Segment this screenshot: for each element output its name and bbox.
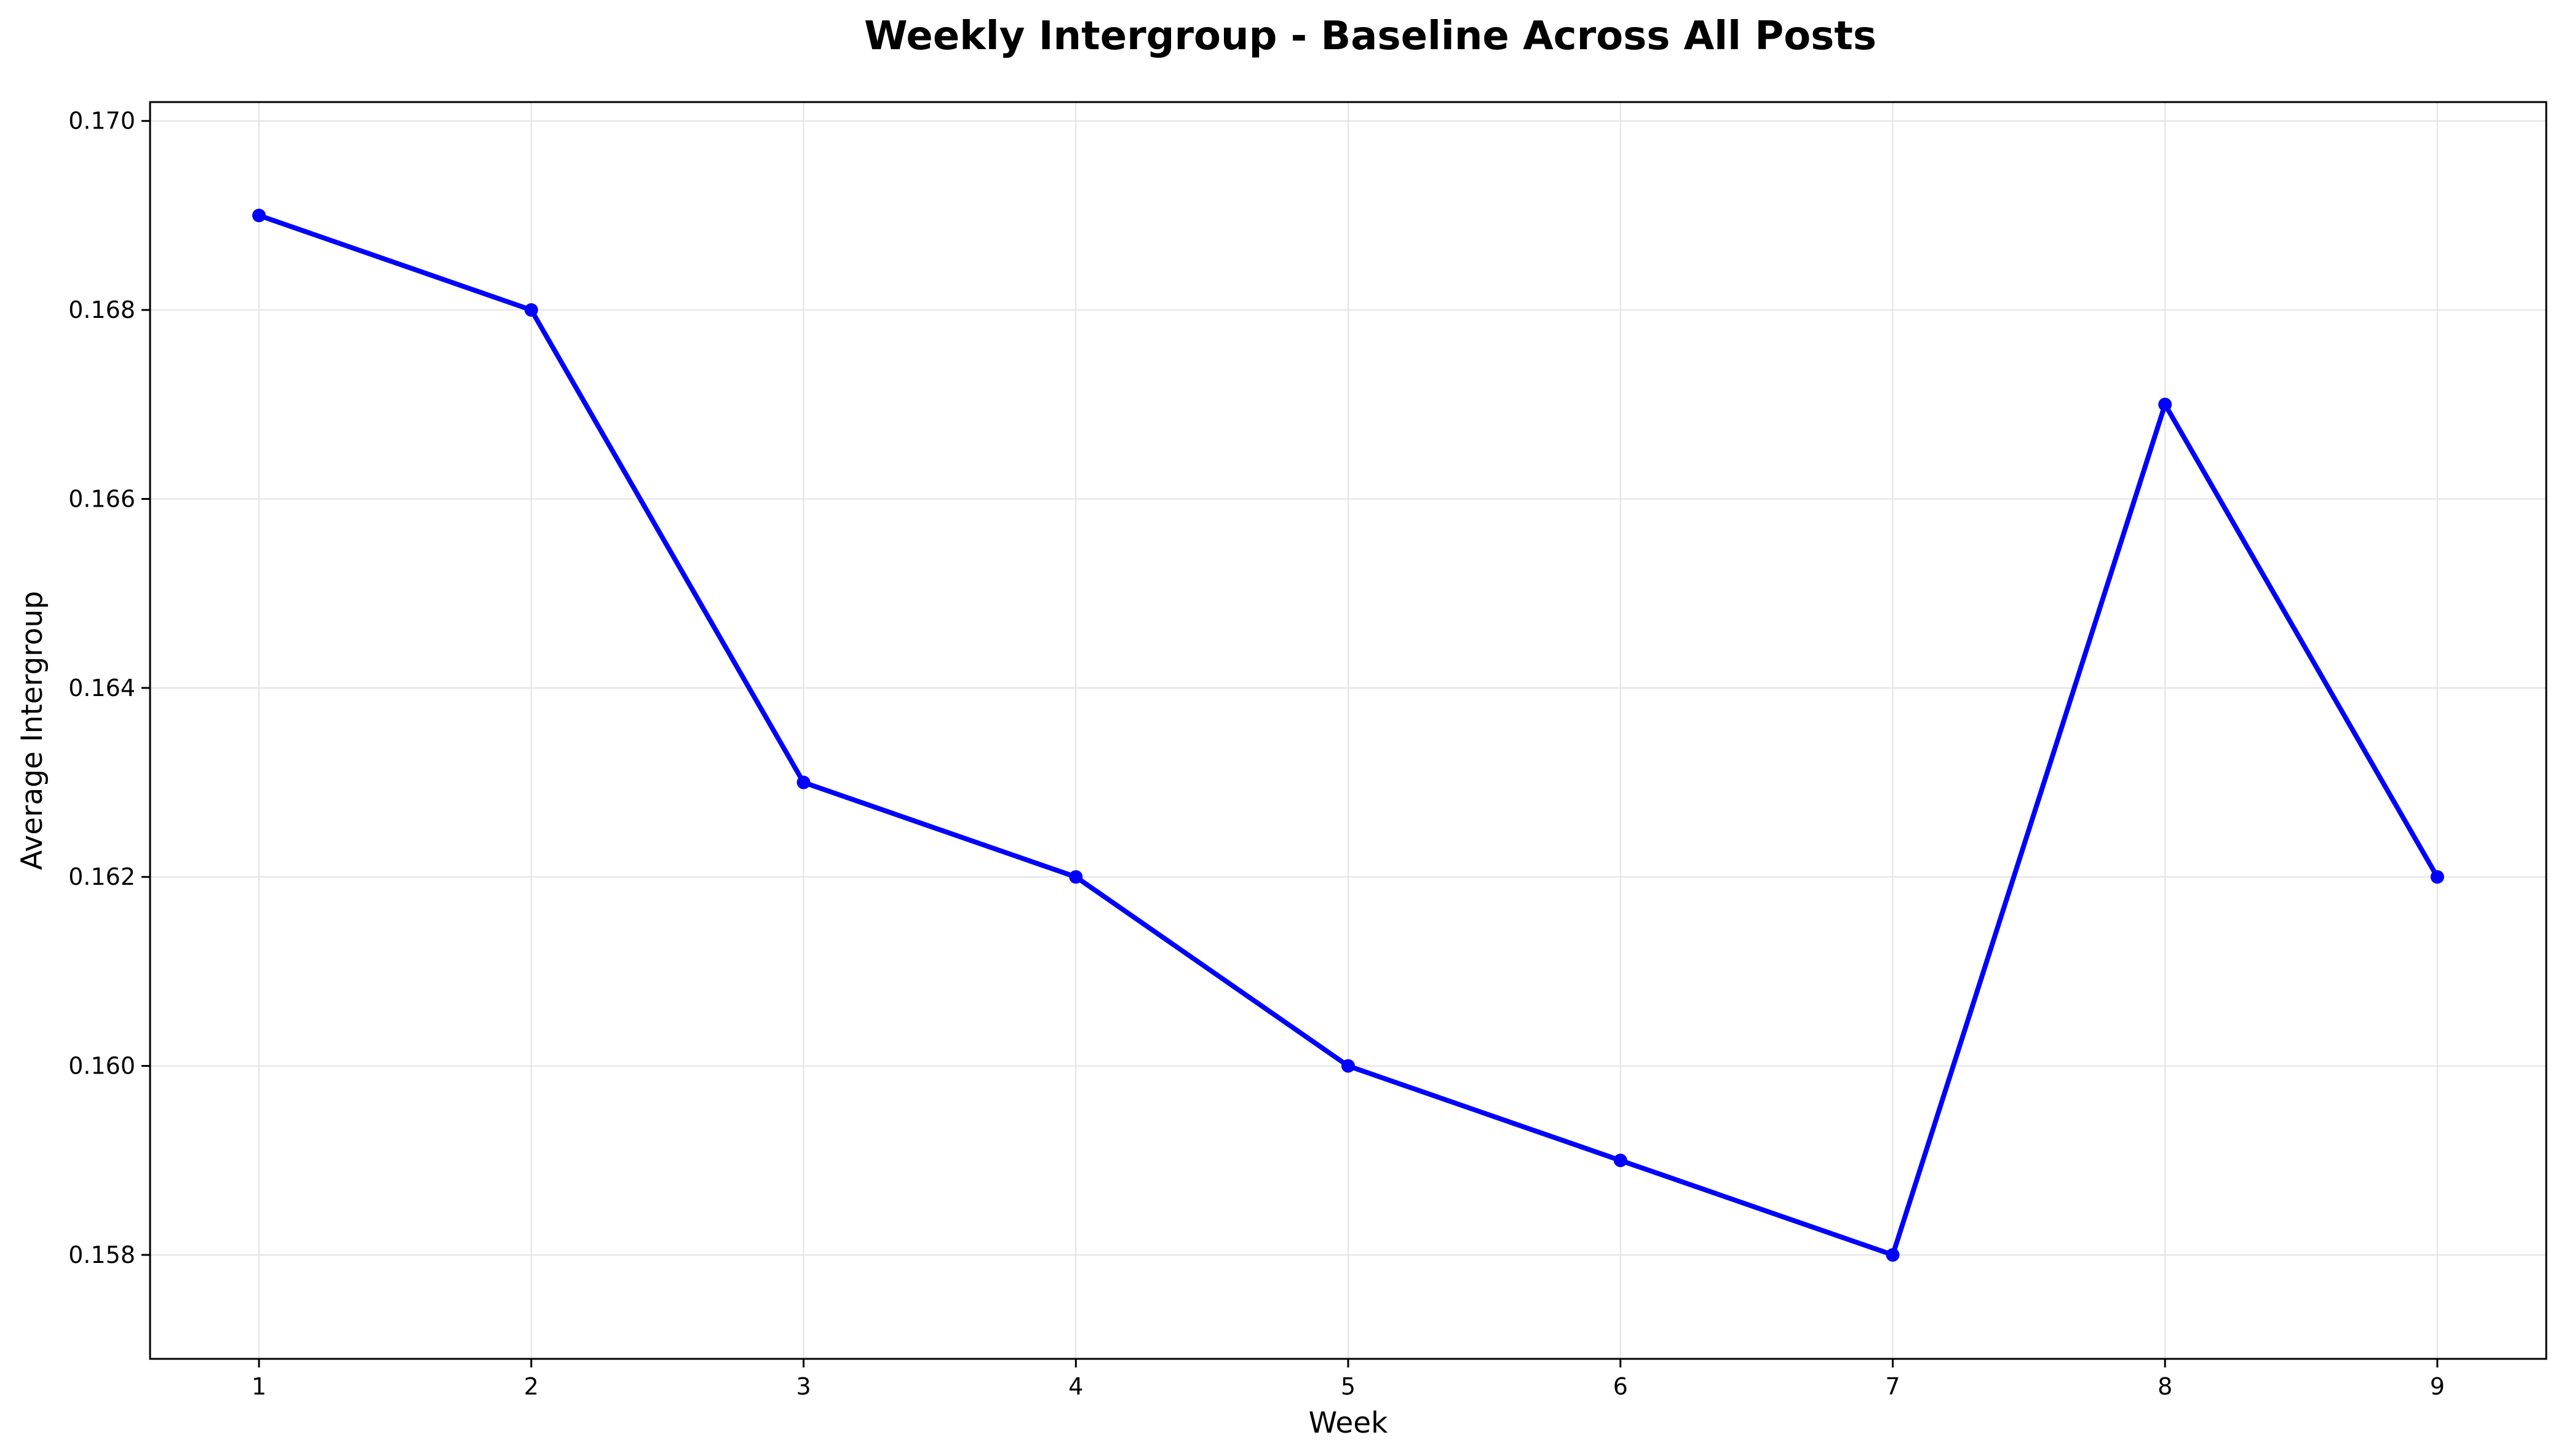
x-tick-label: 2 xyxy=(524,1373,539,1400)
y-axis-label: Average Intergroup xyxy=(15,591,49,870)
y-tick-label: 0.160 xyxy=(68,1053,135,1080)
x-tick-label: 5 xyxy=(1341,1373,1356,1400)
y-tick-label: 0.158 xyxy=(68,1241,135,1268)
x-tick-label: 7 xyxy=(1885,1373,1900,1400)
x-tick-label: 3 xyxy=(796,1373,811,1400)
y-tick-label: 0.170 xyxy=(68,108,135,135)
y-tick-label: 0.166 xyxy=(68,485,135,512)
y-tick-label: 0.164 xyxy=(68,675,135,702)
data-point xyxy=(2430,870,2444,884)
data-point xyxy=(252,208,266,223)
data-point xyxy=(1886,1248,1900,1262)
x-tick-label: 8 xyxy=(2158,1373,2172,1400)
data-point xyxy=(796,775,811,789)
data-point xyxy=(2158,397,2172,411)
grid xyxy=(150,102,2546,1359)
y-tick-label: 0.168 xyxy=(68,296,135,323)
x-axis-label: Week xyxy=(1309,1406,1389,1440)
data-point xyxy=(1341,1059,1355,1073)
data-point xyxy=(1613,1153,1627,1168)
data-point xyxy=(1069,870,1083,884)
y-axis-ticks: 0.158 0.160 0.162 0.164 0.166 0.168 0.170 xyxy=(68,108,150,1268)
chart-title: Weekly Intergroup - Baseline Across All … xyxy=(864,14,1876,59)
x-tick-label: 1 xyxy=(252,1373,266,1400)
y-tick-label: 0.162 xyxy=(68,863,135,890)
data-series xyxy=(252,208,2444,1262)
x-tick-label: 6 xyxy=(1613,1373,1628,1400)
x-axis-ticks: 1 2 3 4 5 6 7 8 9 xyxy=(252,1359,2445,1400)
x-tick-label: 4 xyxy=(1068,1373,1083,1400)
data-point xyxy=(524,303,538,317)
x-tick-label: 9 xyxy=(2430,1373,2445,1400)
